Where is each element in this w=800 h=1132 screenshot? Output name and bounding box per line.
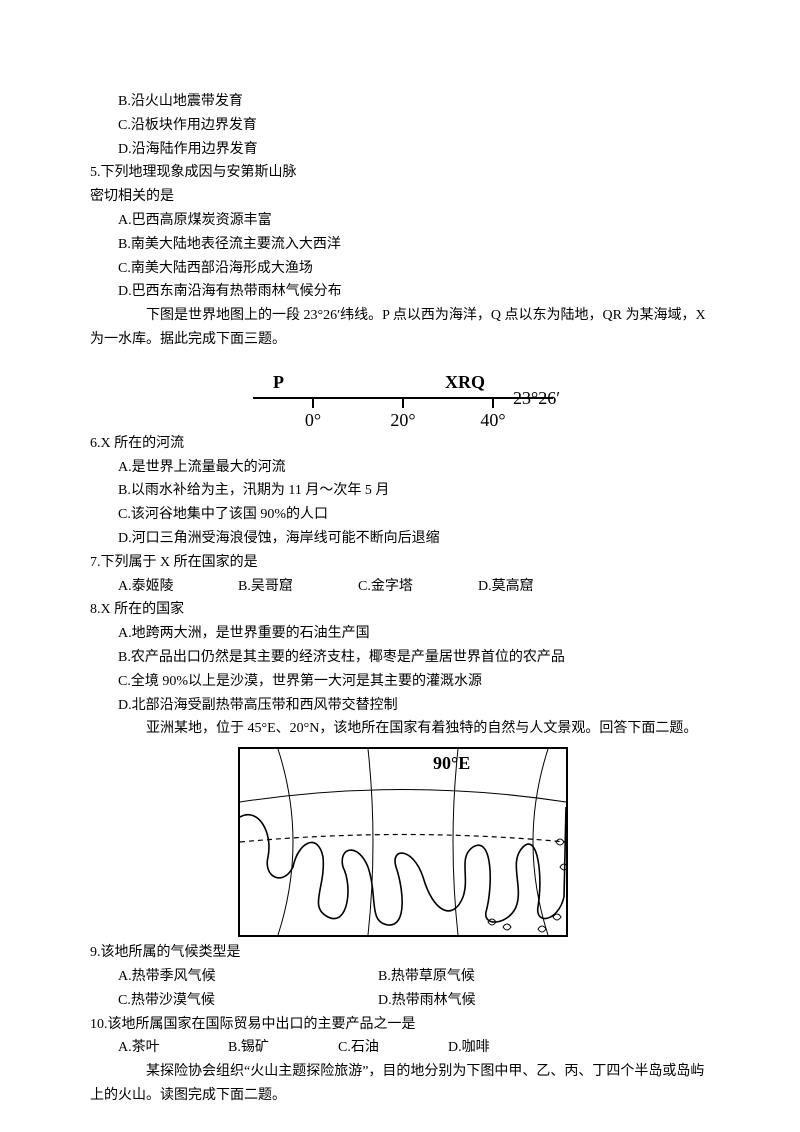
option-c: C.沿板块作用边界发育 <box>90 114 715 138</box>
document-page: B.沿火山地震带发育 C.沿板块作用边界发育 D.沿海陆作用边界发育 5.下列地… <box>0 0 800 1132</box>
q5-stem-1: 5.下列地理现象成因与安第斯山脉 <box>90 161 715 185</box>
q5-c: C.南美大陆西部沿海形成大渔场 <box>90 257 715 281</box>
q8-b: B.农产品出口仍然是其主要的经济支柱，椰枣是产量居世界首位的农产品 <box>90 646 715 670</box>
svg-text:XRQ: XRQ <box>445 372 485 392</box>
svg-text:40°: 40° <box>480 410 505 428</box>
q6-b: B.以雨水补给为主，汛期为 11 月～次年 5 月 <box>90 479 715 503</box>
q7-d: D.莫高窟 <box>478 575 598 599</box>
svg-text:20°: 20° <box>390 410 415 428</box>
option-d: D.沿海陆作用边界发育 <box>90 138 715 162</box>
q5-d: D.巴西东南沿海有热带雨林气候分布 <box>90 280 715 304</box>
q6-a: A.是世界上流量最大的河流 <box>90 456 715 480</box>
svg-text:23°26′: 23°26′ <box>513 388 560 408</box>
q6-c: C.该河谷地集中了该国 90%的人口 <box>90 503 715 527</box>
q9-row2: C.热带沙漠气候 D.热带雨林气候 <box>90 989 715 1013</box>
figure-latitude-line: 0° 20° 40° P XRQ 23°26′ <box>90 358 715 428</box>
q9-a: A.热带季风气候 <box>118 965 378 989</box>
q9-b: B.热带草原气候 <box>378 965 475 989</box>
q9-c: C.热带沙漠气候 <box>118 989 378 1013</box>
svg-text:90°E: 90°E <box>433 753 470 773</box>
intro-1: 下图是世界地图上的一段 23°26′纬线。P 点以西为海洋，Q 点以东为陆地，Q… <box>90 304 715 328</box>
q8-stem: 8.X 所在的国家 <box>90 598 715 622</box>
intro-4: 某探险协会组织“火山主题探险旅游”，目的地分别为下图中甲、乙、丙、丁四个半岛或岛… <box>90 1060 715 1084</box>
q9-d: D.热带雨林气候 <box>378 989 476 1013</box>
q7-options: A.泰姬陵 B.吴哥窟 C.金字塔 D.莫高窟 <box>90 575 715 599</box>
q10-a: A.茶叶 <box>118 1036 228 1060</box>
q8-c: C.全境 90%以上是沙漠，世界第一大河是其主要的灌溉水源 <box>90 670 715 694</box>
q5-b: B.南美大陆地表径流主要流入大西洋 <box>90 233 715 257</box>
q8-a: A.地跨两大洲，是世界重要的石油生产国 <box>90 622 715 646</box>
q5-a: A.巴西高原煤炭资源丰富 <box>90 209 715 233</box>
q9-stem: 9.该地所属的气候类型是 <box>90 941 715 965</box>
q7-a: A.泰姬陵 <box>118 575 238 599</box>
q10-d: D.咖啡 <box>448 1036 558 1060</box>
q6-stem: 6.X 所在的河流 <box>90 432 715 456</box>
q10-b: B.锡矿 <box>228 1036 338 1060</box>
intro-5: 上的火山。读图完成下面二题。 <box>90 1084 715 1108</box>
q5-stem-2: 密切相关的是 <box>90 185 715 209</box>
q6-d: D.河口三角洲受海浪侵蚀，海岸线可能不断向后退缩 <box>90 527 715 551</box>
q7-c: C.金字塔 <box>358 575 478 599</box>
q7-b: B.吴哥窟 <box>238 575 358 599</box>
figure-asia-map: 90°E <box>90 747 715 937</box>
intro-2: 为一水库。据此完成下面三题。 <box>90 328 715 352</box>
q10-options: A.茶叶 B.锡矿 C.石油 D.咖啡 <box>90 1036 715 1060</box>
svg-text:P: P <box>273 372 284 392</box>
svg-text:0°: 0° <box>304 410 320 428</box>
q7-stem: 7.下列属于 X 所在国家的是 <box>90 551 715 575</box>
q10-stem: 10.该地所属国家在国际贸易中出口的主要产品之一是 <box>90 1013 715 1037</box>
q8-d: D.北部沿海受副热带高压带和西风带交替控制 <box>90 694 715 718</box>
q10-c: C.石油 <box>338 1036 448 1060</box>
q9-row1: A.热带季风气候 B.热带草原气候 <box>90 965 715 989</box>
intro-3: 亚洲某地，位于 45°E、20°N，该地所在国家有着独特的自然与人文景观。回答下… <box>90 717 715 741</box>
option-b: B.沿火山地震带发育 <box>90 90 715 114</box>
